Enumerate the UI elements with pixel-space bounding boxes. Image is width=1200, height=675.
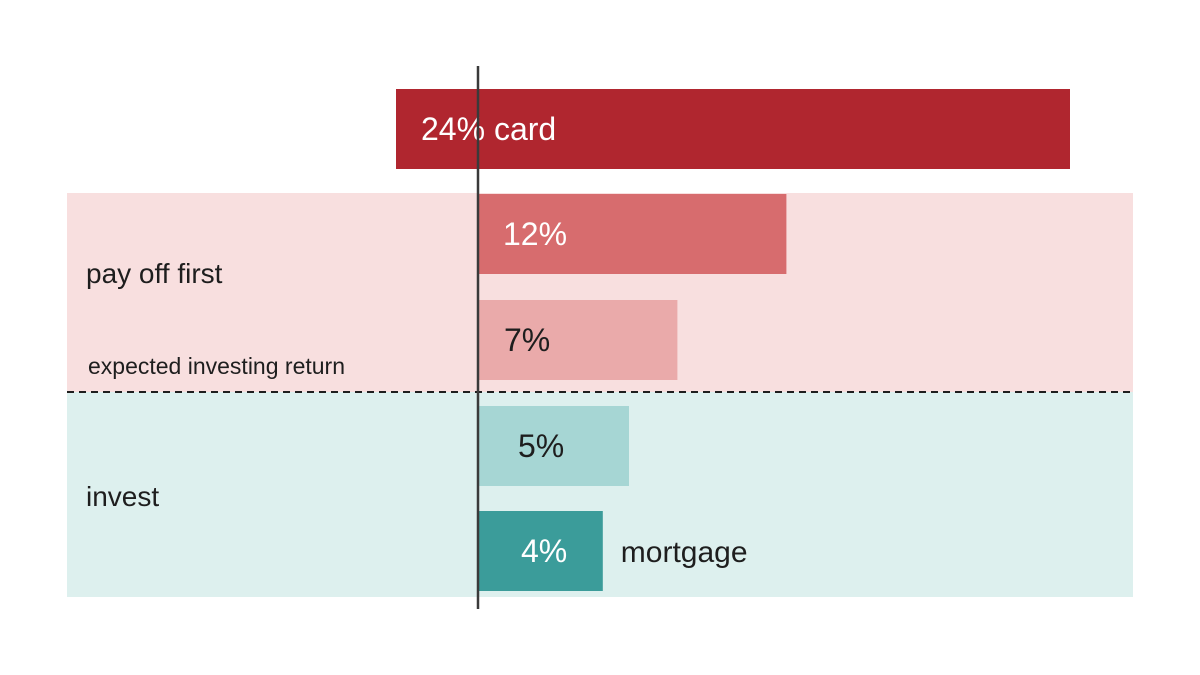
zone-label-pay-off-first: pay off first	[86, 258, 223, 289]
bar-outside-label-4: mortgage	[621, 536, 748, 569]
bar-label-1: 12%	[503, 216, 567, 252]
bar-label-4: 4%	[521, 533, 567, 569]
bars-group: 24% card 12% 7% 5% 4% mortgage	[396, 89, 1070, 591]
threshold-label: expected investing return	[88, 353, 345, 379]
bar-label-3: 5%	[518, 428, 564, 464]
zone-label-invest: invest	[86, 481, 159, 512]
bar-2	[478, 300, 678, 380]
bar-4	[478, 511, 603, 591]
bar-label-2: 7%	[504, 322, 550, 358]
bar-3	[478, 406, 629, 486]
bar-1	[478, 194, 787, 274]
bar-0	[396, 89, 1070, 169]
bar-label-0: 24% card	[421, 111, 556, 147]
